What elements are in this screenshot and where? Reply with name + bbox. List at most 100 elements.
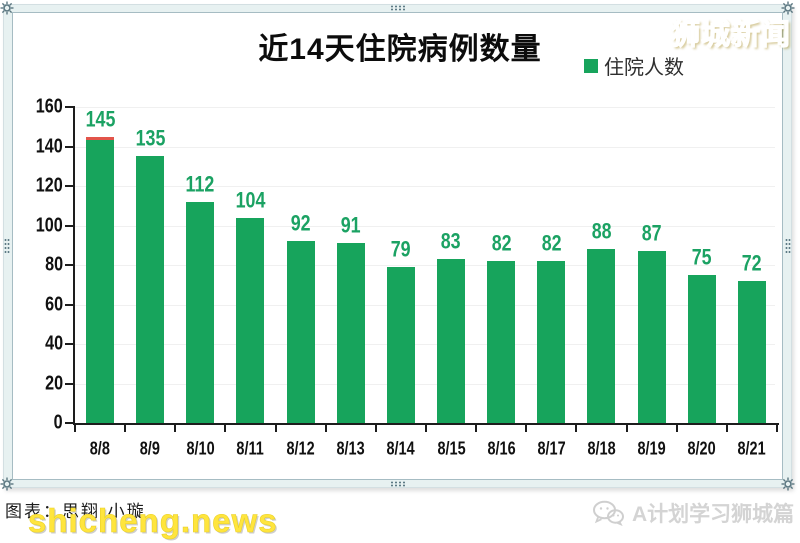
x-axis-line xyxy=(73,423,779,425)
bar xyxy=(136,156,165,423)
legend-swatch xyxy=(584,58,598,73)
bar-value-label: 75 xyxy=(691,245,712,270)
bar-column: 72 8/21 xyxy=(727,107,777,458)
bar xyxy=(487,261,516,423)
y-axis-label: 40 xyxy=(45,332,63,355)
bar-value-label: 79 xyxy=(390,237,411,262)
chart-title: 近14天住院病例数量 xyxy=(258,33,542,66)
x-axis-tick xyxy=(324,425,327,432)
x-axis-label: 8/11 xyxy=(236,438,265,459)
x-axis-tick xyxy=(174,425,177,432)
edge-dots-icon xyxy=(785,238,791,254)
x-axis-tick xyxy=(374,425,377,432)
gear-icon xyxy=(0,1,14,15)
wechat-icon xyxy=(592,500,624,526)
bar-column: 79 8/14 xyxy=(376,107,426,458)
y-axis-tick xyxy=(65,303,73,306)
x-axis-label: 8/21 xyxy=(737,438,766,459)
x-axis-tick xyxy=(575,425,578,432)
bar-value-label: 82 xyxy=(541,231,562,256)
y-axis-line xyxy=(73,106,75,425)
bar xyxy=(587,249,616,423)
gear-icon xyxy=(781,477,795,491)
bar-top-cap xyxy=(86,137,115,140)
bar-value-label: 135 xyxy=(135,126,166,152)
y-axis-label: 20 xyxy=(45,371,63,395)
x-axis-tick xyxy=(224,425,227,432)
bar-column: 87 8/19 xyxy=(627,107,677,458)
x-axis-tick xyxy=(725,425,728,432)
y-axis-tick xyxy=(65,106,73,108)
y-axis-label: 100 xyxy=(36,213,63,237)
y-axis-tick xyxy=(65,264,73,266)
bar-value-label: 72 xyxy=(741,251,762,276)
gridline xyxy=(75,344,775,345)
y-axis-tick xyxy=(65,224,73,227)
y-axis-tick xyxy=(65,382,73,385)
x-axis-label: 8/12 xyxy=(286,438,315,459)
bar-column: 91 8/13 xyxy=(326,107,376,459)
y-axis-label: 0 xyxy=(54,411,63,434)
y-axis-label: 160 xyxy=(36,95,63,118)
x-axis-tick xyxy=(425,425,427,432)
bar-value-label: 104 xyxy=(235,187,266,213)
bar-value-label: 91 xyxy=(340,213,361,238)
x-axis-tick xyxy=(675,425,678,432)
edge-dots-icon xyxy=(4,238,10,254)
gridline xyxy=(75,383,775,385)
bar-column: 135 8/9 xyxy=(125,107,175,459)
bar xyxy=(386,267,415,423)
bar xyxy=(86,137,115,423)
bar-column: 82 8/17 xyxy=(526,107,576,458)
edge-dots-icon xyxy=(389,5,406,11)
gridline xyxy=(75,146,775,148)
bar xyxy=(336,243,365,423)
wechat-account: A计划学习狮城篇 xyxy=(592,498,794,528)
x-axis-tick xyxy=(625,425,628,432)
x-axis-label: 8/13 xyxy=(336,438,365,459)
gridline xyxy=(75,107,775,108)
x-axis-label: 8/20 xyxy=(687,438,716,459)
bar-chart-plot: 0 20 40 60 80 100 120 140 160 145 8/8 135 8/9 112 8/10… xyxy=(36,95,779,459)
bar-value-label: 92 xyxy=(290,211,311,236)
x-axis-label: 8/8 xyxy=(90,438,111,459)
x-axis-label: 8/18 xyxy=(587,438,616,459)
bar xyxy=(236,218,265,423)
bar-column: 112 8/10 xyxy=(175,107,225,458)
wechat-account-label: A计划学习狮城篇 xyxy=(632,503,795,526)
bar xyxy=(286,241,315,423)
credit-text: 图表：思翔·小璇 xyxy=(5,502,146,521)
bar-value-label: 82 xyxy=(491,231,512,256)
bar xyxy=(737,281,766,423)
x-axis-label: 8/15 xyxy=(436,438,466,459)
bar-column: 75 8/20 xyxy=(677,107,727,458)
chart-legend: 住院人数 xyxy=(584,51,684,80)
bar xyxy=(687,275,716,423)
y-axis-tick xyxy=(65,422,73,424)
bar-column: 104 8/11 xyxy=(225,107,275,459)
bar-value-label: 112 xyxy=(185,172,215,197)
bar-column: 145 8/8 xyxy=(75,106,125,459)
y-axis-label: 80 xyxy=(45,253,63,276)
gridline xyxy=(75,225,775,227)
x-axis-tick xyxy=(776,425,778,432)
bar xyxy=(186,202,215,423)
x-axis-label: 8/19 xyxy=(637,438,666,459)
y-axis-label: 140 xyxy=(36,134,63,158)
bar-value-label: 87 xyxy=(641,221,662,246)
bar-column: 92 8/12 xyxy=(276,107,326,459)
bar-value-label: 145 xyxy=(85,106,115,132)
bar-column: 82 8/16 xyxy=(476,107,526,458)
y-axis-tick xyxy=(65,185,73,187)
x-axis-tick xyxy=(475,425,478,432)
bar xyxy=(437,259,466,423)
x-axis-tick xyxy=(274,425,277,432)
gridline xyxy=(75,265,775,266)
y-axis-label: 60 xyxy=(45,292,63,316)
bar-column: 88 8/18 xyxy=(576,107,626,458)
bar xyxy=(637,251,666,423)
gear-icon xyxy=(781,1,795,15)
gridline xyxy=(75,186,775,187)
brand-logo: 狮城新闻 xyxy=(670,18,791,51)
